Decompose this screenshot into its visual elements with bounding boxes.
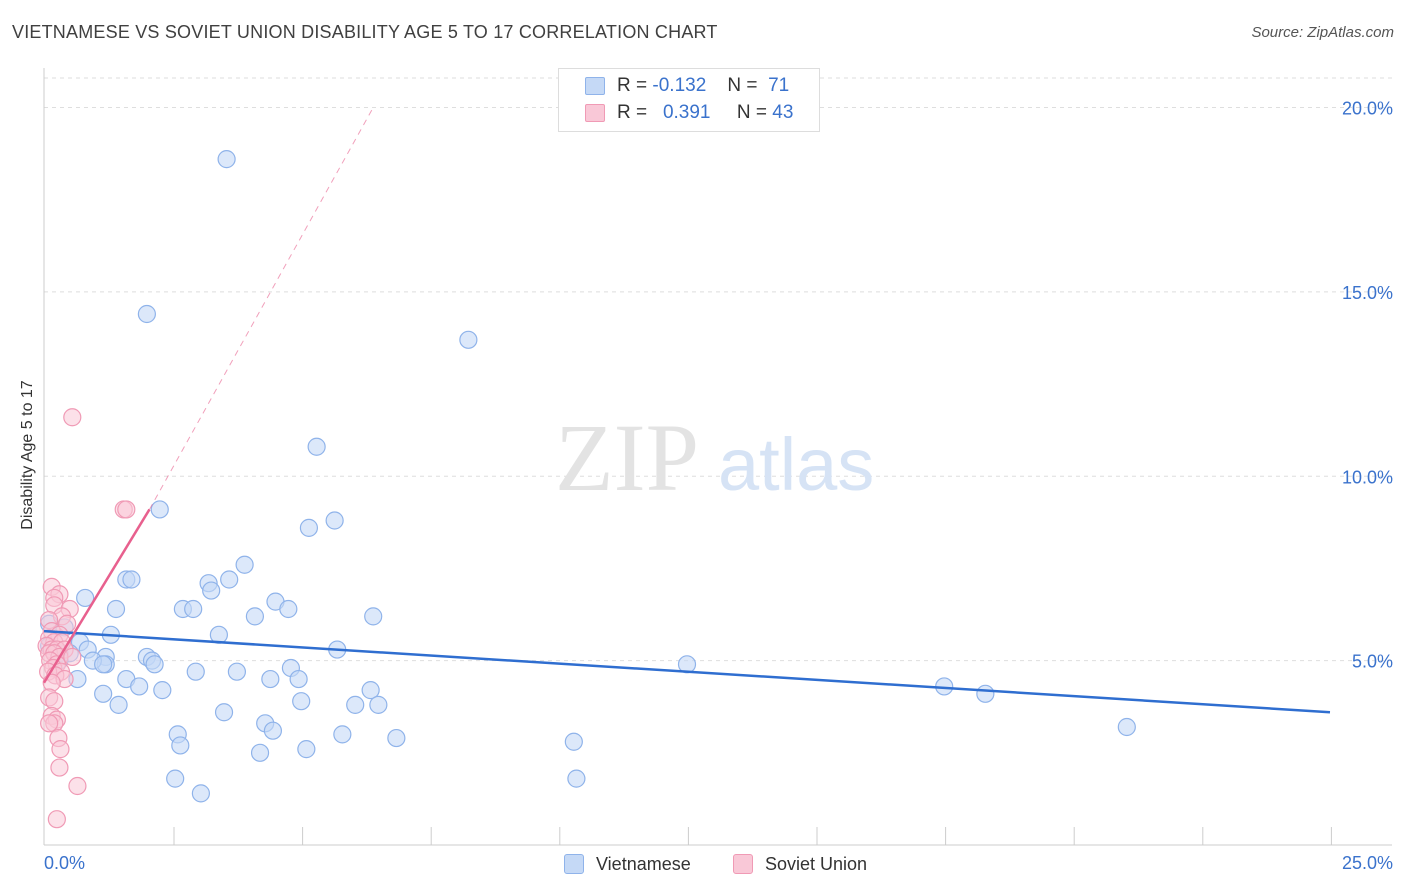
source-label: Source: ZipAtlas.com <box>1251 24 1394 41</box>
vietnamese-point <box>94 684 113 703</box>
vietnamese-point <box>186 662 205 681</box>
legend-item-soviet-union: Soviet Union <box>733 852 867 876</box>
soviet-union-point <box>63 408 82 427</box>
soviet-union-trend-extension <box>149 107 374 510</box>
soviet-union-point <box>117 500 136 519</box>
soviet-union-point <box>51 740 70 759</box>
vietnamese-point <box>214 703 234 722</box>
vietnamese-point <box>150 500 169 519</box>
legend-n-value: 71 <box>768 75 790 96</box>
vietnamese-point <box>250 743 270 762</box>
legend-item-vietnamese: Vietnamese <box>564 852 691 876</box>
vietnamese-point <box>387 728 406 748</box>
legend-r-label: R = <box>617 75 648 96</box>
vietnamese-point <box>369 695 388 714</box>
vietnamese-point <box>976 684 995 703</box>
legend-n-value: 43 <box>772 102 794 123</box>
vietnamese-point <box>346 695 365 714</box>
y-tick-label: 20.0% <box>1342 99 1393 119</box>
x-tick-label: 25.0% <box>1342 853 1393 873</box>
vietnamese-point <box>292 692 311 711</box>
vietnamese-point <box>245 607 265 626</box>
vietnamese-point <box>109 695 128 714</box>
legend-label-vietnamese: Vietnamese <box>596 853 691 874</box>
vietnamese-point <box>261 669 280 689</box>
vietnamese-point <box>171 736 190 755</box>
soviet-union-points <box>37 408 136 829</box>
trend-lines <box>42 107 1331 714</box>
vietnamese-point <box>279 599 298 619</box>
tick-labels: 5.0% 10.0% 15.0% 20.0% 0.0% 25.0% <box>44 99 1393 874</box>
vietnamese-point <box>307 437 326 456</box>
legend-swatch-soviet-union <box>733 854 753 874</box>
vietnamese-point <box>333 725 352 744</box>
vietnamese-point <box>1117 717 1136 737</box>
legend-n-label: N = <box>727 75 758 96</box>
vietnamese-point <box>145 655 164 674</box>
chart-title: VIETNAMESE VS SOVIET UNION DISABILITY AG… <box>12 22 718 42</box>
soviet-union-trend-line <box>42 508 151 684</box>
vietnamese-point <box>184 599 203 619</box>
legend-swatch-vietnamese <box>585 77 605 95</box>
x-tick-label: 0.0% <box>44 853 85 873</box>
vietnamese-point <box>202 581 221 600</box>
vietnamese-point <box>153 681 172 700</box>
vietnamese-point <box>191 784 210 803</box>
soviet-union-point <box>45 692 64 711</box>
legend-n-label: N = <box>736 102 768 123</box>
vietnamese-point <box>361 681 380 700</box>
vietnamese-point <box>325 511 344 530</box>
vietnamese-point <box>235 555 254 574</box>
vietnamese-points <box>40 150 1136 803</box>
vietnamese-point <box>76 588 95 608</box>
vietnamese-point <box>227 662 246 681</box>
vietnamese-point <box>263 721 283 740</box>
watermark: ZIP atlas <box>555 404 874 511</box>
vietnamese-point <box>137 304 156 324</box>
soviet-union-point <box>40 714 59 733</box>
vietnamese-point <box>94 655 113 674</box>
y-tick-label: 10.0% <box>1342 467 1393 487</box>
legend-r-label: R = <box>617 102 648 123</box>
vietnamese-trend-line <box>43 629 1331 714</box>
vietnamese-point <box>364 607 383 626</box>
legend-r-value: -0.132 <box>652 75 707 96</box>
legend-label-soviet-union: Soviet Union <box>765 853 868 874</box>
vietnamese-point <box>567 769 586 788</box>
vietnamese-point <box>459 330 478 349</box>
legend-swatch-soviet-union <box>585 104 605 122</box>
legend-swatch-vietnamese <box>564 854 584 874</box>
vietnamese-point <box>564 732 583 751</box>
vietnamese-point <box>299 518 319 537</box>
soviet-union-point <box>68 776 87 796</box>
legend-r-value: 0.391 <box>662 102 711 123</box>
watermark-zip: ZIP <box>555 404 699 511</box>
y-tick-label: 15.0% <box>1342 283 1393 303</box>
vietnamese-point <box>297 740 316 759</box>
soviet-union-point <box>42 673 61 692</box>
soviet-union-point <box>50 758 69 777</box>
correlation-legend: R = -0.132 N = 71 R = 0.391 N = 43 <box>558 68 820 132</box>
vietnamese-point <box>130 677 149 696</box>
watermark-atlas: atlas <box>718 423 874 506</box>
vietnamese-point <box>106 599 126 619</box>
vietnamese-point <box>166 769 185 788</box>
vietnamese-point <box>289 669 308 689</box>
vietnamese-point <box>122 570 141 589</box>
vietnamese-point <box>217 150 236 169</box>
soviet-union-point <box>63 647 82 667</box>
soviet-union-point <box>47 810 66 829</box>
vietnamese-point <box>220 570 239 589</box>
y-tick-label: 5.0% <box>1352 652 1393 672</box>
